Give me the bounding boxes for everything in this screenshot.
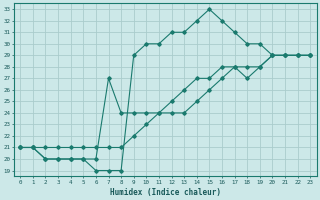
- X-axis label: Humidex (Indice chaleur): Humidex (Indice chaleur): [110, 188, 221, 197]
